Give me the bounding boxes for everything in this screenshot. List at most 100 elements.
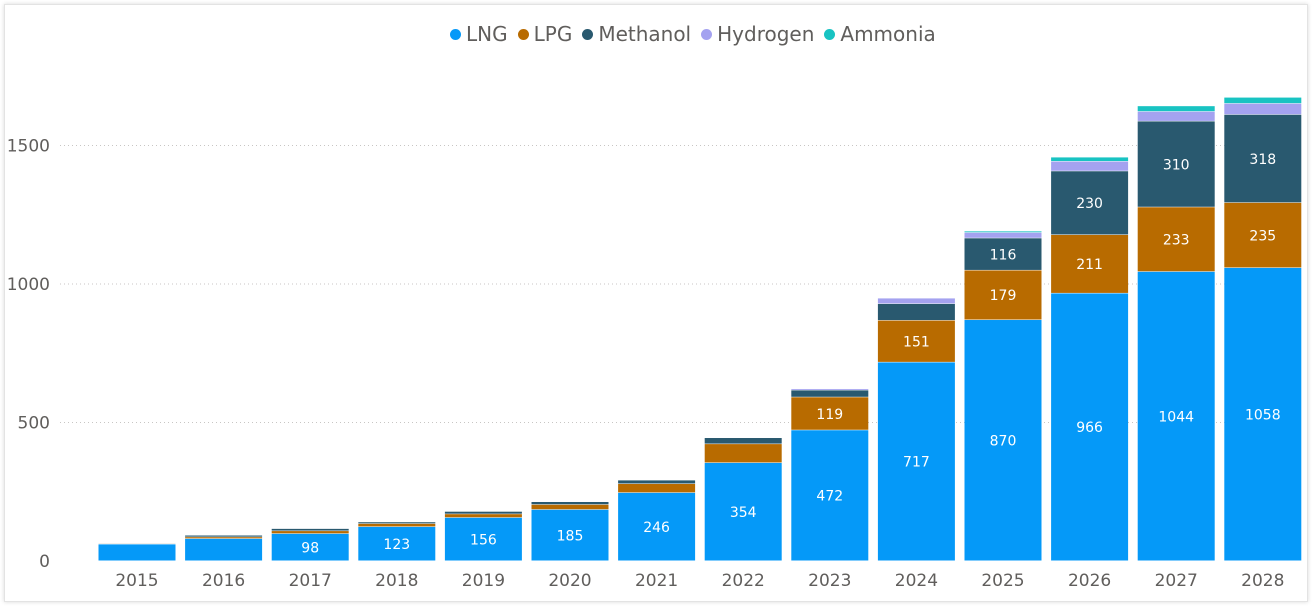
bar-lng-2026 [1051, 293, 1129, 561]
data-label-lng-2026: 966 [1076, 420, 1103, 436]
y-tick-label: 1000 [7, 275, 50, 295]
bar-methanol-2018 [358, 522, 436, 524]
x-tick-label: 2027 [1155, 571, 1198, 591]
y-tick-label: 0 [39, 552, 50, 572]
bar-methanol-2022 [704, 438, 782, 444]
bar-lpg-2025 [964, 270, 1042, 320]
bar-lng-2023 [791, 430, 869, 561]
bar-hydrogen-2027 [1137, 111, 1215, 121]
legend-item-lng[interactable]: LNG [450, 22, 508, 46]
x-tick-label: 2016 [202, 571, 245, 591]
data-label-methanol-2028: 318 [1249, 152, 1276, 168]
legend-label: Hydrogen [717, 22, 815, 46]
legend-item-lpg[interactable]: LPG [517, 22, 573, 46]
legend-marker-icon [824, 28, 836, 40]
bar-lng-2022 [704, 462, 782, 561]
bar-methanol-2024 [877, 303, 955, 321]
bar-lng-2016 [185, 538, 263, 561]
bar-lpg-2026 [1051, 234, 1129, 293]
x-tick-label: 2028 [1241, 571, 1284, 591]
legend-marker-icon [701, 28, 713, 40]
data-label-lng-2024: 717 [903, 455, 930, 471]
data-label-lng-2017: 98 [301, 540, 319, 556]
data-label-lpg-2028: 235 [1249, 228, 1276, 244]
bar-ammonia-2027 [1137, 106, 1215, 112]
legend-item-ammonia[interactable]: Ammonia [824, 22, 936, 46]
x-tick-label: 2017 [289, 571, 332, 591]
bar-methanol-2017 [271, 528, 349, 531]
legend-marker-icon [517, 28, 529, 40]
bar-lpg-2016 [185, 537, 263, 539]
bar-lng-2028 [1224, 267, 1302, 561]
legend-item-methanol[interactable]: Methanol [582, 22, 691, 46]
bar-lpg-2021 [618, 483, 696, 493]
bar-ammonia-2025 [964, 231, 1042, 233]
data-label-lng-2023: 472 [816, 489, 843, 505]
data-label-methanol-2026: 230 [1076, 196, 1103, 212]
bar-methanol-2026 [1051, 171, 1129, 235]
legend-marker-icon [582, 28, 594, 40]
data-label-methanol-2027: 310 [1163, 157, 1190, 173]
bar-hydrogen-2025 [964, 232, 1042, 238]
data-label-lng-2025: 870 [990, 434, 1017, 450]
x-tick-label: 2026 [1068, 571, 1111, 591]
bar-hydrogen-2023 [791, 388, 869, 390]
data-label-lpg-2023: 119 [816, 407, 843, 423]
bar-methanol-2023 [791, 390, 869, 397]
data-label-lng-2021: 246 [643, 520, 670, 536]
data-label-lpg-2025: 179 [990, 288, 1017, 304]
bar-lpg-2017 [271, 531, 349, 534]
bar-hydrogen-2026 [1051, 161, 1129, 171]
x-tick-label: 2018 [375, 571, 418, 591]
legend-marker-icon [450, 28, 461, 40]
y-tick-label: 500 [18, 414, 50, 434]
bar-lng-2027 [1137, 271, 1215, 561]
x-tick-label: 2020 [548, 571, 591, 591]
legend-label: LNG [466, 22, 508, 46]
data-label-lpg-2024: 151 [903, 334, 930, 350]
bar-methanol-2020 [531, 501, 609, 505]
bar-methanol-2027 [1137, 121, 1215, 207]
bar-lng-2015 [98, 544, 176, 561]
data-label-lng-2019: 156 [470, 532, 497, 548]
data-label-lng-2018: 123 [383, 537, 410, 553]
bar-lng-2024 [877, 362, 955, 561]
x-tick-label: 2025 [981, 571, 1024, 591]
legend-label: Methanol [598, 22, 692, 46]
bar-lpg-2020 [531, 504, 609, 510]
bar-lpg-2019 [444, 514, 522, 518]
bar-lpg-2022 [704, 444, 782, 463]
bar-lpg-2024 [877, 320, 955, 362]
bar-lpg-2027 [1137, 207, 1215, 272]
bar-methanol-2025 [964, 238, 1042, 270]
x-tick-label: 2023 [808, 571, 851, 591]
bar-methanol-2021 [618, 480, 696, 484]
legend-label: LPG [533, 22, 573, 46]
x-tick-label: 2024 [895, 571, 938, 591]
y-tick-label: 1500 [7, 137, 50, 157]
bar-ammonia-2028 [1224, 97, 1302, 104]
x-tick-label: 2022 [722, 571, 765, 591]
bar-lng-2021 [618, 492, 696, 561]
data-label-lng-2020: 185 [557, 528, 584, 544]
bar-lng-2020 [531, 509, 609, 561]
data-label-lng-2027: 1044 [1158, 409, 1194, 425]
bar-lng-2018 [358, 526, 436, 561]
bar-ammonia-2026 [1051, 157, 1129, 162]
chart-legend: LNG LPG Methanol Hydrogen Ammonia [450, 22, 936, 46]
bar-methanol-2016 [185, 535, 263, 537]
x-tick-label: 2019 [462, 571, 505, 591]
bar-methanol-2019 [444, 511, 522, 514]
x-tick-label: 2021 [635, 571, 678, 591]
data-label-methanol-2025: 116 [990, 247, 1017, 263]
data-label-lpg-2026: 211 [1076, 257, 1103, 273]
bar-methanol-2028 [1224, 114, 1302, 203]
bar-lng-2025 [964, 320, 1042, 561]
bar-lng-2017 [271, 533, 349, 561]
bar-hydrogen-2024 [877, 298, 955, 304]
bar-lpg-2018 [358, 523, 436, 527]
bar-lng-2019 [444, 517, 522, 561]
legend-label: Ammonia [840, 22, 936, 46]
legend-item-hydrogen[interactable]: Hydrogen [701, 22, 814, 46]
